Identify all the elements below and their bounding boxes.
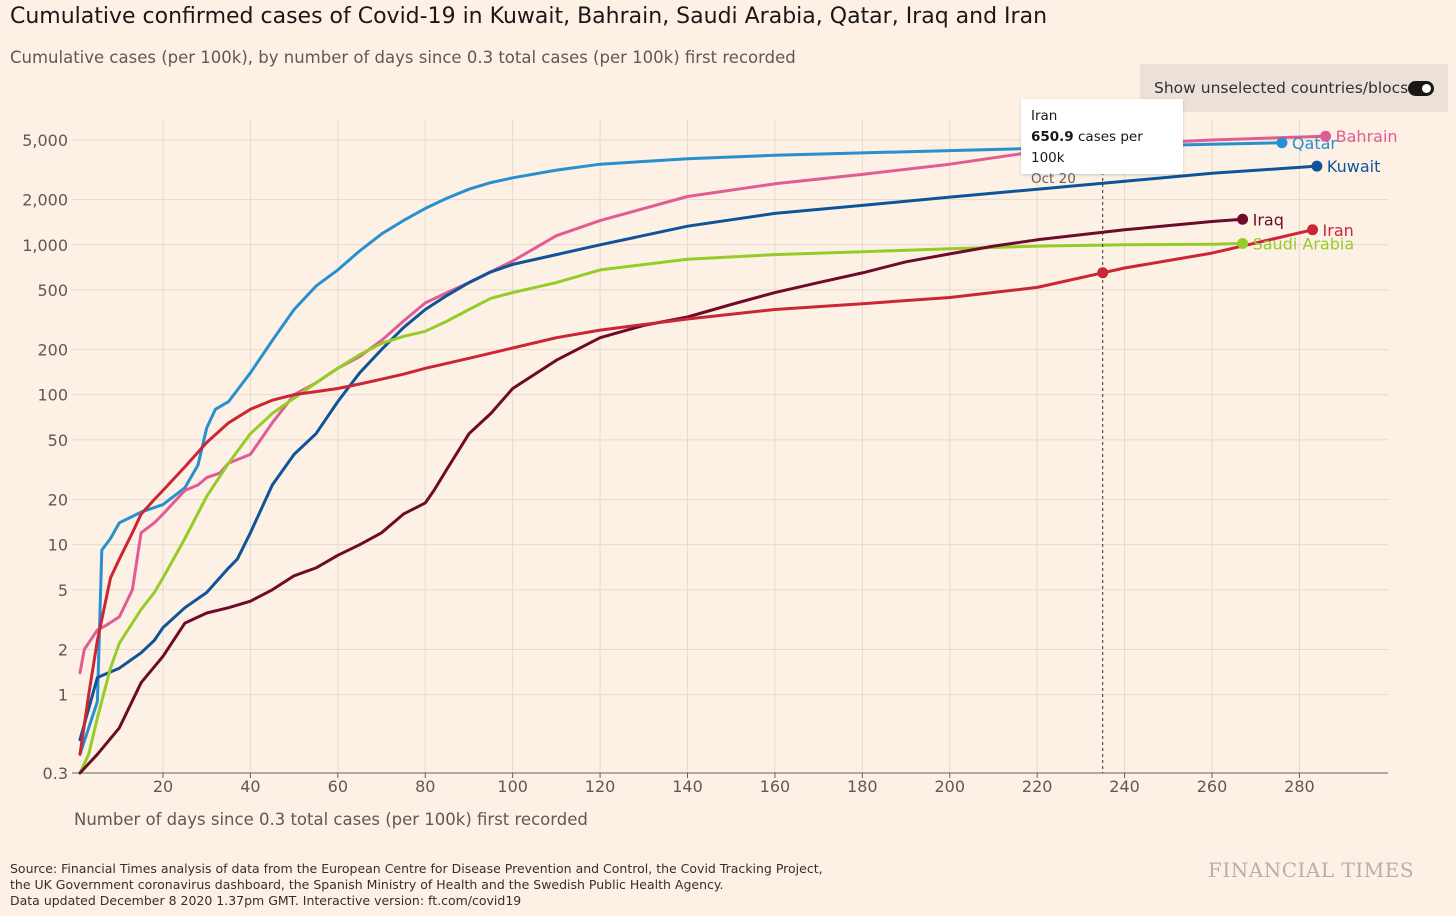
series-end-label: Iraq — [1253, 210, 1284, 229]
y-tick-label: 2,000 — [22, 191, 68, 210]
tooltip-unit: cases per 100k — [1031, 129, 1143, 166]
y-tick-label: 1 — [58, 686, 68, 705]
chart-subtitle: Cumulative cases (per 100k), by number o… — [10, 48, 796, 67]
y-tick-label: 50 — [48, 431, 68, 450]
show-unselected-toggle[interactable]: Show unselected countries/blocs — [1140, 64, 1448, 112]
y-tick-label: 0.3 — [43, 764, 68, 783]
x-tick-label: 260 — [1197, 777, 1228, 796]
tooltip-value-line: 650.9 cases per 100k — [1031, 127, 1173, 169]
x-tick-label: 40 — [240, 777, 260, 796]
tooltip-value: 650.9 — [1031, 129, 1074, 145]
series-end-dot — [1320, 130, 1332, 142]
series-end-label: Iran — [1323, 221, 1354, 240]
series-line-qatar[interactable] — [78, 141, 1284, 756]
ft-logo: FINANCIAL TIMES — [1208, 858, 1415, 882]
series-end-dot — [1276, 137, 1288, 149]
y-tick-label: 2 — [58, 640, 68, 659]
y-tick-label: 500 — [37, 281, 68, 300]
source-note: Source: Financial Times analysis of data… — [10, 861, 910, 909]
x-axis-ticks: 20 40 60 80 100 120 140 160 180 200 220 240 260 280 — [153, 773, 1315, 796]
grid-lines — [72, 120, 1388, 774]
y-axis-ticks: 0.3 1 2 5 10 20 50 100 200 500 1,000 2,000 5,000 — [22, 131, 68, 783]
source-line[interactable]: Data updated December 8 2020 1.37pm GMT.… — [10, 893, 522, 908]
tooltip-date: Oct 20 — [1031, 171, 1076, 187]
toggle-switch-icon[interactable] — [1408, 81, 1434, 96]
chart-title: Cumulative confirmed cases of Covid-19 i… — [10, 4, 1048, 29]
series-end-dot — [1307, 224, 1319, 236]
x-tick-label: 80 — [415, 777, 435, 796]
series-line-iraq[interactable] — [78, 217, 1245, 775]
series-end-label: Bahrain — [1336, 127, 1398, 146]
hover-point — [1097, 267, 1109, 279]
series-end-dot — [1237, 238, 1249, 250]
x-tick-label: 200 — [934, 777, 965, 796]
x-tick-label: 20 — [153, 777, 173, 796]
y-tick-label: 5,000 — [22, 131, 68, 150]
x-tick-label: 220 — [1022, 777, 1053, 796]
x-axis-title: Number of days since 0.3 total cases (pe… — [74, 810, 588, 829]
x-tick-label: 280 — [1284, 777, 1315, 796]
source-line: the UK Government coronavirus dashboard,… — [10, 877, 724, 892]
tooltip-country: Iran — [1031, 108, 1058, 124]
toggle-knob — [1422, 84, 1431, 93]
series-end-label: Saudi Arabia — [1253, 235, 1355, 254]
hover-tooltip: Iran 650.9 cases per 100k Oct 20 — [1021, 99, 1183, 187]
y-tick-label: 1,000 — [22, 236, 68, 255]
y-tick-label: 200 — [37, 341, 68, 360]
series-line-saudi-arabia[interactable] — [78, 242, 1245, 775]
y-tick-label: 20 — [48, 491, 68, 510]
toggle-label: Show unselected countries/blocs — [1154, 79, 1409, 97]
series-lines[interactable] — [78, 134, 1328, 775]
x-tick-label: 140 — [672, 777, 703, 796]
y-tick-label: 10 — [48, 536, 68, 555]
series-end-label: Kuwait — [1327, 157, 1380, 176]
hover-marker — [1097, 172, 1109, 773]
x-tick-label: 60 — [328, 777, 348, 796]
x-tick-label: 120 — [585, 777, 616, 796]
series-line-iran[interactable] — [78, 228, 1314, 756]
series-end-dot — [1237, 213, 1249, 225]
x-tick-label: 100 — [497, 777, 528, 796]
series-line-kuwait[interactable] — [78, 164, 1319, 742]
y-tick-label: 100 — [37, 386, 68, 405]
source-line: Source: Financial Times analysis of data… — [10, 861, 823, 876]
x-tick-label: 180 — [847, 777, 878, 796]
y-tick-label: 5 — [58, 581, 68, 600]
x-tick-label: 240 — [1109, 777, 1140, 796]
series-end-dot — [1311, 160, 1323, 172]
x-tick-label: 160 — [760, 777, 791, 796]
